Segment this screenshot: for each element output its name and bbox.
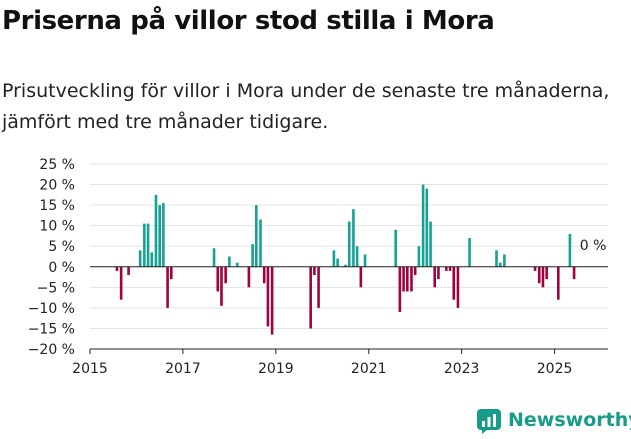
bar — [417, 246, 421, 267]
bar — [429, 221, 432, 267]
bar — [541, 266, 545, 288]
bar — [235, 262, 239, 267]
x-tick-label: 2023 — [444, 361, 480, 377]
bar — [537, 266, 541, 284]
bar — [228, 256, 231, 267]
x-tick-label: 2025 — [537, 361, 573, 377]
bar — [352, 209, 355, 267]
latest-value-annotation: 0 % — [580, 238, 607, 254]
chart-bars — [115, 184, 576, 335]
bar — [115, 266, 119, 271]
bar — [317, 266, 320, 308]
bar — [220, 266, 223, 306]
y-tick-label: 15 % — [39, 198, 75, 214]
bar — [216, 266, 220, 292]
bar — [495, 250, 498, 267]
bar — [410, 266, 413, 292]
chart-labels: 25 % 20 % 15 % 10 % 5 % 0 % −5 % −10 % −15 % −20 … — [28, 157, 607, 377]
bar — [545, 266, 548, 280]
page-title: Priserna på villor stod stilla i Mora — [2, 6, 495, 36]
bar — [166, 266, 169, 308]
x-tick-label: 2021 — [351, 361, 387, 377]
y-tick-label: −15 % — [28, 321, 75, 337]
bar — [572, 266, 576, 280]
bar — [503, 254, 506, 267]
chart-axes — [89, 266, 608, 354]
bar — [445, 266, 448, 271]
page-subtitle: Prisutveckling för villor i Mora under d… — [2, 80, 610, 133]
bar — [398, 266, 402, 312]
bar — [127, 266, 130, 275]
bar — [309, 266, 312, 329]
bar — [556, 266, 560, 300]
y-tick-label: −5 % — [37, 280, 75, 296]
bar — [158, 205, 161, 267]
bar — [138, 250, 142, 267]
bar — [394, 229, 397, 267]
newsworthy-logo-text: Newsworthy — [508, 409, 631, 431]
bar — [332, 250, 336, 267]
bar — [413, 266, 417, 275]
y-tick-label: 0 % — [48, 260, 75, 276]
x-tick-label: 2015 — [72, 361, 108, 377]
bar — [498, 262, 502, 267]
bar — [154, 194, 158, 267]
x-tick-label: 2017 — [165, 361, 201, 377]
bar — [146, 223, 150, 267]
bar — [344, 264, 347, 267]
bar — [270, 266, 274, 335]
bar — [266, 266, 270, 327]
bar — [255, 205, 258, 267]
bar — [402, 266, 405, 292]
bar — [355, 246, 359, 267]
bar — [247, 266, 251, 288]
bar — [336, 258, 339, 267]
bar — [150, 252, 154, 267]
y-tick-label: 10 % — [39, 219, 75, 235]
bar — [262, 266, 266, 284]
bar — [313, 266, 316, 275]
bar — [533, 266, 537, 271]
bar — [363, 254, 367, 267]
bar — [468, 238, 471, 267]
bar — [421, 184, 425, 267]
bar — [170, 266, 173, 280]
bar — [212, 248, 216, 267]
bar — [437, 266, 440, 280]
bar — [406, 266, 409, 292]
bar — [456, 266, 460, 308]
bar — [119, 266, 123, 300]
newsworthy-chart-icon — [477, 409, 501, 434]
bar — [224, 266, 227, 284]
bar — [568, 233, 572, 267]
bar — [259, 219, 262, 267]
y-tick-label: 5 % — [48, 239, 75, 255]
bar — [143, 223, 146, 267]
bar — [162, 203, 165, 267]
y-tick-label: −10 % — [28, 301, 75, 317]
bar — [425, 188, 429, 267]
y-tick-label: −20 % — [28, 342, 75, 358]
bar — [448, 266, 452, 271]
x-tick-label: 2019 — [258, 361, 294, 377]
bar — [433, 266, 437, 288]
y-tick-label: 25 % — [39, 157, 75, 173]
bar — [359, 266, 363, 288]
bar — [251, 244, 254, 267]
bar — [347, 221, 351, 267]
bar — [452, 266, 456, 300]
y-tick-label: 20 % — [39, 178, 75, 194]
